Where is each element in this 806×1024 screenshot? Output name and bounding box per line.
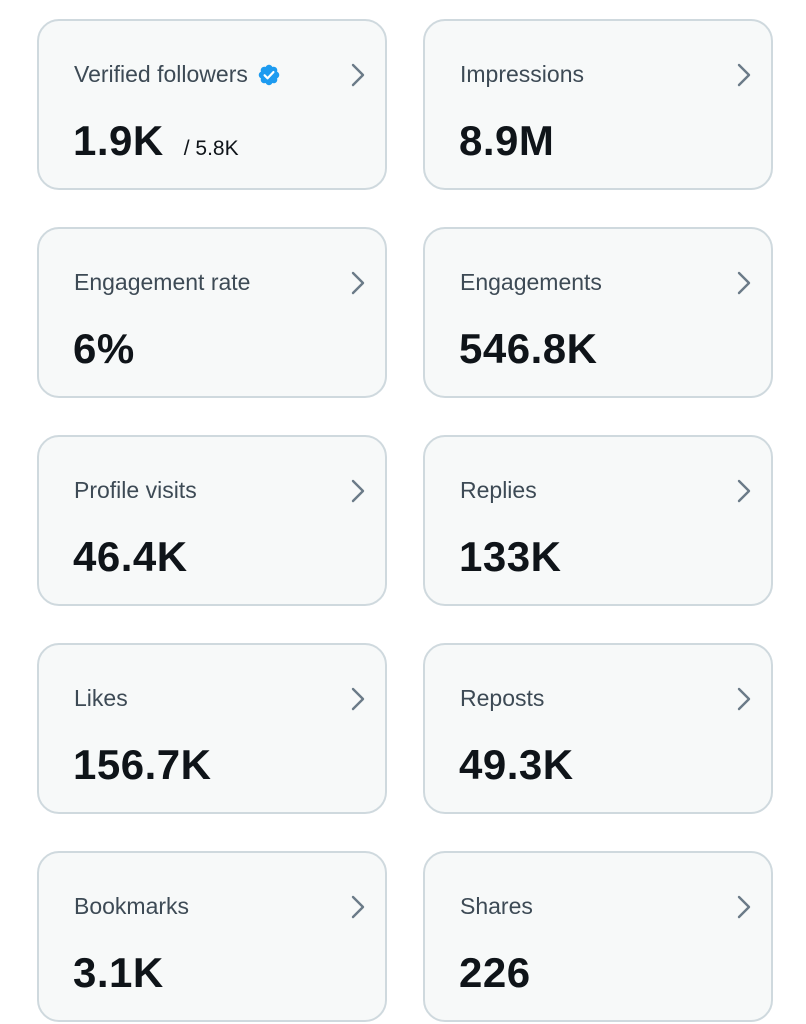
metric-value: 46.4K [73,533,188,580]
metric-value-row: 46.4K [73,533,188,581]
metric-value-row: 8.9M [459,117,554,165]
metric-card-replies[interactable]: Replies 133K [423,435,773,606]
metric-value-row: 49.3K [459,741,574,789]
chevron-right-icon [737,63,751,87]
metric-label: Engagement rate [74,269,251,295]
metric-label-wrapper: Engagement rate [74,269,250,296]
metric-card-reposts[interactable]: Reposts 49.3K [423,643,773,814]
metric-value: 546.8K [459,325,598,372]
metric-label-wrapper: Impressions [460,61,584,88]
metric-card-engagements[interactable]: Engagements 546.8K [423,227,773,398]
chevron-right-icon [737,895,751,919]
metric-value-row: 546.8K [459,325,597,373]
chevron-right-icon [737,271,751,295]
metric-label-wrapper: Likes [74,685,128,712]
metric-total: / 5.8K [183,137,239,160]
metric-label-wrapper: Bookmarks [74,893,189,920]
metric-label-wrapper: Replies [460,477,537,504]
metric-card-bookmarks[interactable]: Bookmarks 3.1K [37,851,387,1022]
metric-label: Shares [460,893,533,919]
metric-label: Verified followers [74,61,248,87]
metric-card-shares[interactable]: Shares 226 [423,851,773,1022]
metric-label-wrapper: Reposts [460,685,544,712]
metric-label: Profile visits [74,477,197,503]
chevron-right-icon [351,63,365,87]
metric-value: 226 [459,949,531,996]
metric-label: Impressions [460,61,584,87]
metric-value-row: 3.1K [73,949,164,997]
metric-value: 1.9K [73,117,164,164]
metric-value: 8.9M [459,117,555,164]
metric-card-impressions[interactable]: Impressions 8.9M [423,19,773,190]
chevron-right-icon [351,895,365,919]
chevron-right-icon [351,271,365,295]
verified-badge-icon [258,64,280,85]
metric-label: Engagements [460,269,602,295]
chevron-right-icon [351,687,365,711]
metric-value: 3.1K [73,949,164,996]
chevron-right-icon [737,479,751,503]
metric-card-engagement-rate[interactable]: Engagement rate 6% [37,227,387,398]
metrics-grid: Verified followers 1.9K / 5.8K Impressio… [37,19,773,1022]
metric-card-likes[interactable]: Likes 156.7K [37,643,387,814]
metric-label-wrapper: Shares [460,893,533,920]
metric-value: 156.7K [73,741,212,788]
metric-value-row: 6% [73,325,135,373]
metric-value-row: 1.9K / 5.8K [73,117,239,165]
metric-value: 6% [73,325,135,372]
metric-value: 133K [459,533,562,580]
metric-label: Bookmarks [74,893,190,919]
metric-value: 49.3K [459,741,574,788]
metric-label-wrapper: Profile visits [74,477,197,504]
metric-label: Reposts [460,685,545,711]
chevron-right-icon [351,479,365,503]
metric-card-verified-followers[interactable]: Verified followers 1.9K / 5.8K [37,19,387,190]
metric-label-wrapper: Verified followers [74,61,281,88]
metric-label: Likes [74,685,128,711]
metric-value-row: 226 [459,949,531,997]
metric-value-row: 133K [459,533,561,581]
metric-card-profile-visits[interactable]: Profile visits 46.4K [37,435,387,606]
metric-label-wrapper: Engagements [460,269,602,296]
chevron-right-icon [737,687,751,711]
metric-value-row: 156.7K [73,741,211,789]
metric-label: Replies [460,477,537,503]
